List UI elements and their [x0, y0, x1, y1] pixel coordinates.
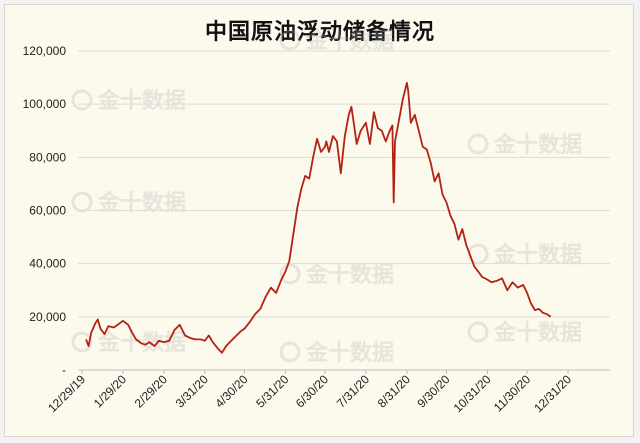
x-tick-label: 6/30/20 [293, 372, 331, 410]
watermark: 金十数据 [71, 190, 186, 216]
series-line [85, 82, 552, 354]
x-tick-label: 2/29/20 [132, 372, 170, 410]
x-tick-label: 12/29/19 [45, 372, 88, 415]
magnifier-logo-icon [279, 263, 301, 285]
magnifier-logo-icon [279, 29, 301, 51]
watermark: 金十数据 [279, 28, 394, 54]
x-tick-label: 8/31/20 [375, 372, 413, 410]
watermark-text: 金十数据 [305, 340, 394, 366]
watermark-text: 金十数据 [305, 28, 394, 54]
magnifier-logo-icon [279, 341, 301, 363]
magnifier-logo-icon [71, 89, 93, 111]
watermark: 金十数据 [467, 132, 582, 158]
chart-frame [4, 4, 634, 437]
y-tick-label: 40,000 [29, 257, 66, 271]
y-tick-label: 120,000 [23, 44, 67, 58]
watermark-text: 金十数据 [305, 262, 394, 288]
x-tick-label: 9/30/20 [414, 372, 452, 410]
watermark-text: 金十数据 [97, 190, 186, 216]
x-tick-label: 3/31/20 [173, 372, 211, 410]
watermark: 金十数据 [71, 88, 186, 114]
x-tick-label: 10/31/20 [451, 372, 494, 415]
y-tick-label: 80,000 [29, 150, 66, 164]
y-tick-label: - [62, 363, 66, 377]
y-tick-label: 60,000 [29, 204, 66, 218]
x-tick-label: 5/31/20 [253, 372, 291, 410]
y-tick-label: 100,000 [23, 97, 67, 111]
gridlines [78, 50, 610, 318]
watermark: 金十数据 [467, 320, 582, 346]
watermark: 金十数据 [279, 262, 394, 288]
magnifier-logo-icon [71, 331, 93, 353]
magnifier-logo-icon [467, 321, 489, 343]
magnifier-logo-icon [467, 133, 489, 155]
x-tick-label: 4/30/20 [212, 372, 250, 410]
x-tick-label: 7/31/20 [334, 372, 372, 410]
watermark-text: 金十数据 [493, 132, 582, 158]
watermark: 金十数据 [279, 340, 394, 366]
watermark-text: 金十数据 [493, 320, 582, 346]
watermark-text: 金十数据 [97, 88, 186, 114]
magnifier-logo-icon [71, 191, 93, 213]
x-tick-label: 11/30/20 [491, 372, 534, 415]
y-tick-label: 20,000 [29, 310, 66, 324]
x-tick-label: 1/29/20 [91, 372, 129, 410]
y-axis-ticks: - 20,000 40,000 60,000 80,000 100,000 120,000 [23, 44, 67, 377]
x-axis-ticks: 12/29/19 1/29/20 2/29/20 3/31/20 4/30/20 5/31… [45, 370, 574, 415]
chart-title: 中国原油浮动储备情况 [204, 19, 435, 45]
x-tick-label: 12/31/20 [531, 372, 574, 415]
